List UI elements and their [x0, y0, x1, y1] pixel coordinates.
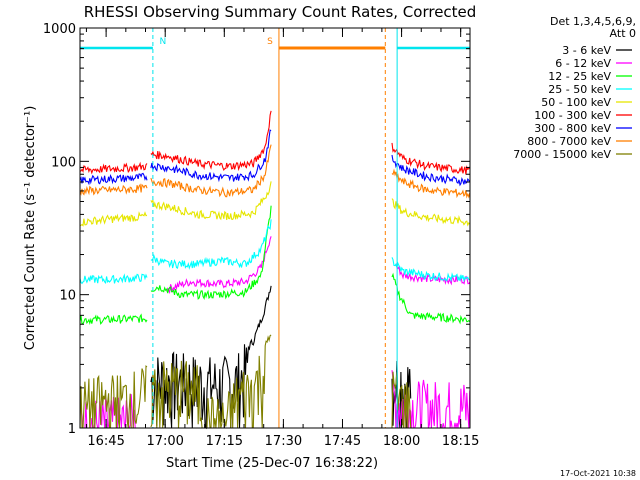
series-line-3-6kev-seg0	[150, 285, 272, 430]
date-stamp: 17-Oct-2021 10:38	[560, 469, 636, 478]
series-line-25-50kev-seg2	[391, 257, 470, 283]
plot-frame	[79, 27, 471, 429]
y-tick-label-3: 1000	[43, 22, 76, 37]
legend-label-4: 50 - 100 keV	[541, 96, 611, 109]
series-line-6-12kev-seg3	[394, 263, 471, 286]
series-line-12-25kev-seg2	[391, 272, 471, 325]
series-line-50-100kev-seg2	[391, 198, 471, 227]
x-tick-label-5: 18:00	[383, 434, 420, 449]
series-line-7000-15000kev-seg2	[391, 371, 412, 429]
y-tick-label-1: 10	[59, 289, 76, 304]
series-line-800-7000kev-seg1	[150, 144, 272, 198]
legend-header-1: Att 0	[610, 27, 636, 40]
y-axis-label: Corrected Count Rate (s⁻¹ detector⁻¹)	[23, 106, 38, 351]
legend-label-1: 6 - 12 keV	[555, 57, 611, 70]
legend-label-2: 12 - 25 keV	[548, 70, 611, 83]
x-axis-label: Start Time (25-Dec-07 16:38:22)	[166, 456, 378, 471]
series-line-100-300kev-seg1	[150, 110, 272, 172]
x-tick-label-0: 16:45	[87, 434, 124, 449]
series-line-800-7000kev-seg2	[391, 168, 471, 199]
series-line-100-300kev-seg2	[391, 142, 471, 175]
legend-label-7: 800 - 7000 keV	[527, 135, 611, 148]
series-line-300-800kev-seg2	[391, 154, 471, 187]
y-tick-label-2: 100	[51, 155, 76, 170]
x-tick-label-3: 17:30	[265, 434, 302, 449]
series-line-25-50kev-seg1	[150, 219, 272, 270]
series-line-300-800kev-seg1	[150, 129, 272, 183]
annotation-label-2: S	[267, 37, 273, 47]
series-line-12-25kev-seg1	[150, 205, 272, 301]
legend-label-6: 300 - 800 keV	[534, 122, 611, 135]
legend-label-5: 100 - 300 keV	[534, 109, 611, 122]
x-tick-label-1: 17:00	[146, 434, 183, 449]
series-line-6-12kev-seg1	[166, 236, 272, 295]
legend-label-8: 7000 - 15000 keV	[513, 148, 611, 161]
series-line-25-50kev-seg0	[79, 273, 148, 285]
series-line-50-100kev-seg0	[79, 211, 148, 227]
x-tick-label-2: 17:15	[206, 434, 243, 449]
series-line-12-25kev-seg0	[79, 313, 148, 325]
chart-title: RHESSI Observing Summary Count Rates, Co…	[84, 3, 477, 21]
plot-area: N S 1 10 100 1000 16:45 17:00 17:15 17:30 17:45 18:…	[43, 22, 479, 449]
x-tick-label-4: 17:45	[324, 434, 361, 449]
series-line-100-300kev-seg0	[79, 161, 148, 175]
series-line-7000-15000kev-seg0	[79, 365, 148, 429]
x-tick-label-6: 18:15	[442, 434, 479, 449]
legend-header-0: Det 1,3,4,5,6,9,	[550, 15, 636, 28]
annotation-label-0: N	[160, 37, 167, 47]
series-line-50-100kev-seg1	[150, 181, 272, 221]
series-line-800-7000kev-seg0	[79, 183, 148, 196]
y-tick-label-0: 1	[68, 422, 76, 437]
series-line-300-800kev-seg0	[79, 172, 148, 186]
legend-label-0: 3 - 6 keV	[562, 44, 611, 57]
legend-label-3: 25 - 50 keV	[548, 83, 611, 96]
